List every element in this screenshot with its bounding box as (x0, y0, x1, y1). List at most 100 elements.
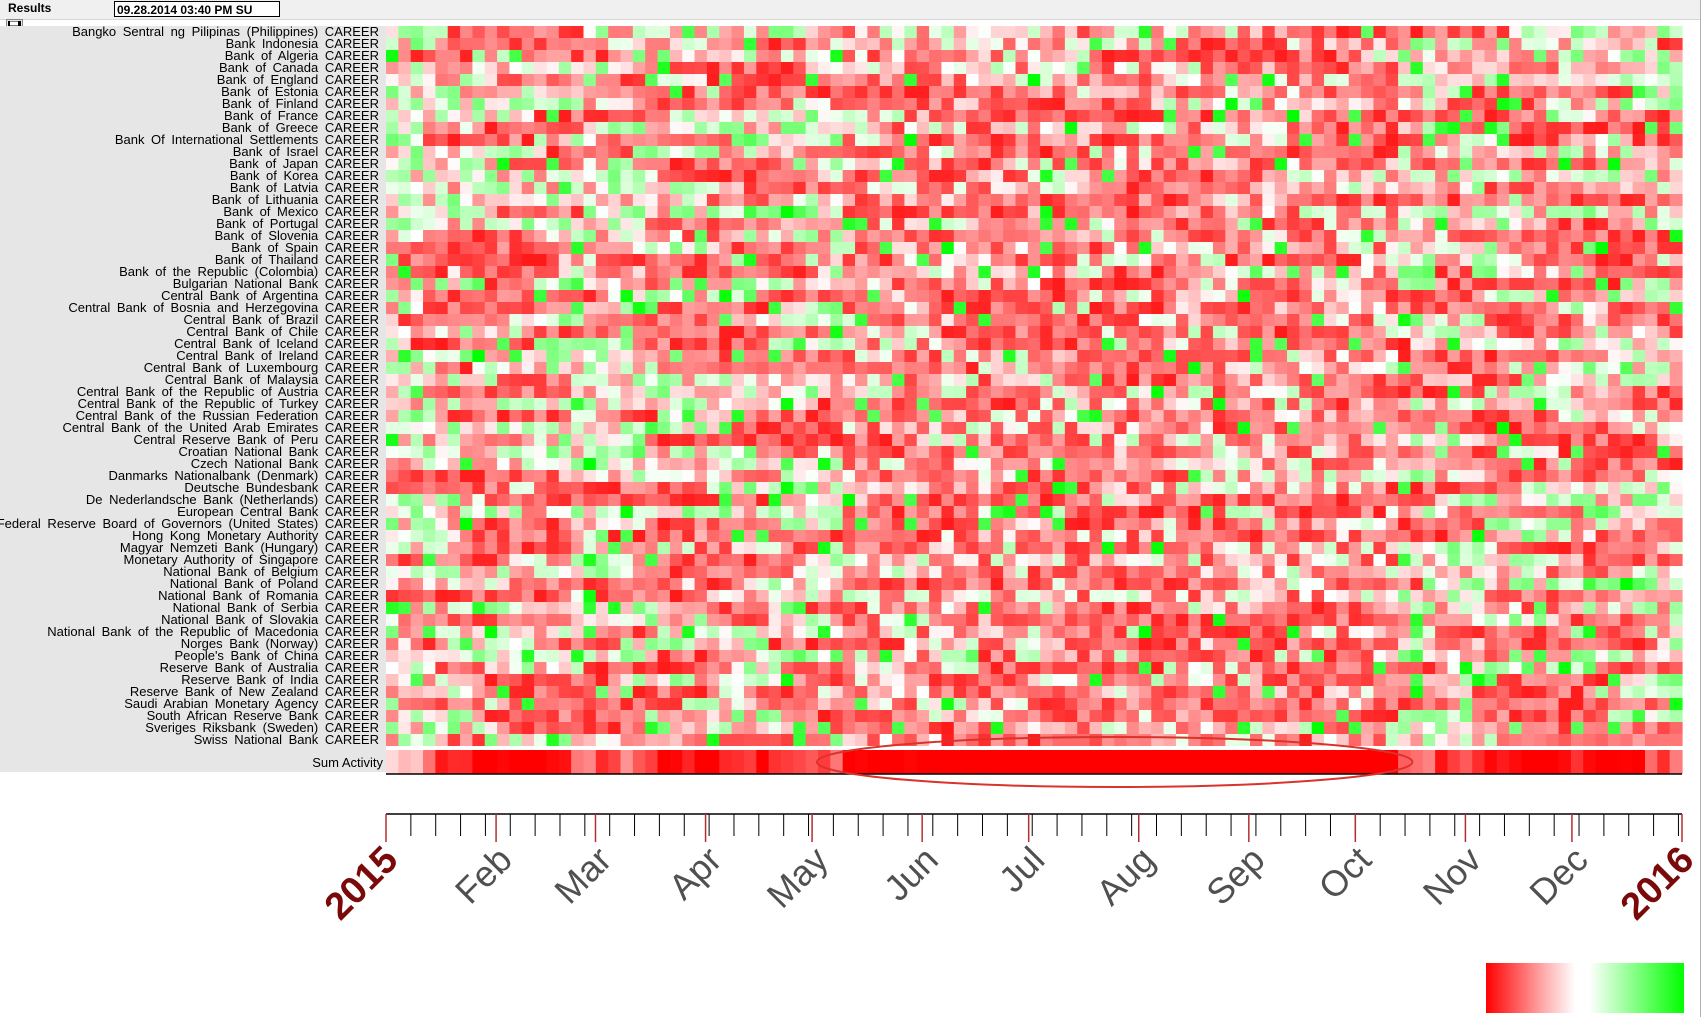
heatmap-cell (1040, 590, 1054, 602)
heatmap-cell (1027, 386, 1041, 398)
heatmap-cell (472, 50, 486, 62)
heatmap-cell (768, 326, 782, 338)
heatmap-cell (966, 482, 980, 494)
heatmap-cell (966, 230, 980, 242)
heatmap-cell (1348, 566, 1362, 578)
heatmap-cell (546, 470, 560, 482)
heatmap-cell (1546, 110, 1560, 122)
heatmap-cell (1003, 278, 1017, 290)
heatmap-cell (1385, 230, 1399, 242)
heatmap-cell (645, 506, 659, 518)
heatmap-cell (571, 578, 585, 590)
heatmap-cell (1138, 422, 1152, 434)
heatmap-cell (1274, 398, 1288, 410)
heatmap-cell (855, 410, 868, 422)
datetime-field[interactable]: 09.28.2014 03:40 PM SU (114, 1, 280, 17)
heatmap-cell (1607, 110, 1621, 122)
heatmap-cell (571, 566, 585, 578)
heatmap-cell (1361, 338, 1375, 350)
heatmap-cell (706, 398, 720, 410)
heatmap-cell (583, 26, 597, 38)
heatmap-cell (1620, 146, 1634, 158)
heatmap-cell (460, 230, 473, 242)
heatmap-cell (793, 254, 807, 266)
heatmap-cell (632, 542, 646, 554)
heatmap-cell (546, 530, 560, 542)
heatmap-cell (1274, 482, 1288, 494)
heatmap-cell (1348, 338, 1362, 350)
heatmap-cell (929, 26, 943, 38)
heatmap-cell (818, 398, 831, 410)
heatmap-cell (1064, 458, 1078, 470)
heatmap-cell (916, 518, 930, 530)
heatmap-cell (1089, 410, 1103, 422)
heatmap-cell (521, 194, 535, 206)
heatmap-cell (780, 542, 794, 554)
heatmap-cell (595, 542, 609, 554)
heatmap-cell (694, 134, 708, 146)
heatmap-cell (929, 50, 943, 62)
heatmap-cell (916, 206, 930, 218)
heatmap-cell (1410, 50, 1424, 62)
heatmap-cell (509, 38, 523, 50)
heatmap-cell (830, 518, 844, 530)
heatmap-cell (1398, 434, 1412, 446)
heatmap-cell (1237, 410, 1251, 422)
heatmap-cell (1509, 110, 1523, 122)
heatmap-cell (1595, 542, 1609, 554)
heatmap-cell (1027, 170, 1041, 182)
heatmap-cell (1669, 530, 1683, 542)
heatmap-cell (916, 170, 930, 182)
heatmap-cell (855, 122, 868, 134)
heatmap-cell (410, 554, 424, 566)
heatmap-cell (1607, 98, 1621, 110)
heatmap-cell (423, 434, 436, 446)
heatmap-cell (1040, 458, 1054, 470)
heatmap-cell (1484, 230, 1498, 242)
heatmap-cell (1077, 458, 1091, 470)
heatmap-cell (423, 362, 436, 374)
heatmap-cell (1077, 314, 1091, 326)
heatmap-cell (1435, 578, 1449, 590)
heatmap-cell (1472, 242, 1486, 254)
heatmap-cell (1632, 38, 1646, 50)
heatmap-cell (497, 122, 511, 134)
heatmap-cell (460, 158, 473, 170)
heatmap-cell (867, 206, 881, 218)
heatmap-cell (1003, 590, 1017, 602)
heatmap-cell (386, 518, 399, 530)
heatmap-cell (435, 290, 449, 302)
heatmap-cell (805, 554, 819, 566)
heatmap-cell (1040, 386, 1054, 398)
heatmap-cell (632, 170, 646, 182)
heatmap-cell (1336, 194, 1350, 206)
heatmap-cell (423, 578, 436, 590)
heatmap-cell (1410, 38, 1424, 50)
heatmap-cell (410, 122, 424, 134)
heatmap-cell (1225, 578, 1239, 590)
heatmap-cell (1138, 254, 1152, 266)
heatmap-cell (1398, 122, 1412, 134)
heatmap-cell (1669, 170, 1683, 182)
heatmap-cell (731, 578, 745, 590)
heatmap-cell (1114, 350, 1128, 362)
heatmap-cell (916, 74, 930, 86)
heatmap-cell (1163, 350, 1177, 362)
heatmap-cell (768, 74, 782, 86)
heatmap-cell (1607, 362, 1621, 374)
heatmap-cell (1657, 374, 1671, 386)
heatmap-cell (1398, 278, 1412, 290)
heatmap-cell (1521, 230, 1535, 242)
heatmap-cell (1398, 470, 1412, 482)
heatmap-cell (1348, 446, 1362, 458)
heatmap-cell (941, 506, 955, 518)
heatmap-cell (632, 506, 646, 518)
heatmap-cell (1114, 446, 1128, 458)
heatmap-cell (842, 266, 856, 278)
heatmap-cell (484, 362, 498, 374)
heatmap-cell (805, 542, 819, 554)
heatmap-cell (805, 266, 819, 278)
heatmap-cell (1595, 38, 1609, 50)
heatmap-cell (867, 398, 881, 410)
heatmap-cell (1052, 386, 1066, 398)
